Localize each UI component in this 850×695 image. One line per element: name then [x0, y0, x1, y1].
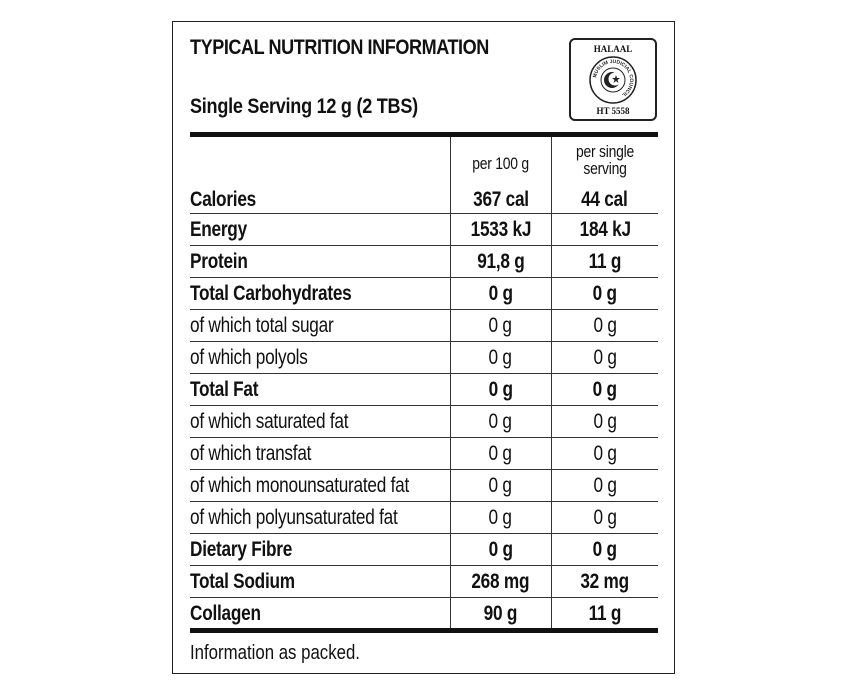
nutrient-label: Dietary Fibre	[190, 533, 450, 566]
nutrient-row: Calories 367 cal 44 cal	[190, 186, 658, 214]
badge-bottom-text: HT 5558	[596, 106, 630, 116]
nutrient-row: Collagen 90 g 11 g	[190, 597, 658, 629]
value-per-serving: 0 g	[550, 405, 658, 438]
value-per-serving: 0 g	[550, 533, 658, 566]
nutrient-label: Total Sodium	[190, 565, 450, 598]
nutrient-label: Energy	[190, 213, 450, 246]
panel-title: TYPICAL NUTRITION INFORMATION	[190, 36, 489, 59]
footnote: Information as packed.	[190, 642, 360, 664]
value-per-serving: 11 g	[550, 597, 658, 629]
column-header-label	[190, 137, 450, 186]
value-per-100g: 0 g	[449, 533, 551, 566]
bottom-rule	[190, 628, 658, 633]
column-header-per100: per 100 g	[449, 137, 551, 186]
nutrient-label: Total Fat	[190, 373, 450, 406]
value-per-100g: 0 g	[449, 373, 551, 406]
halaal-badge: HALAAL MUSLIM JUDICIAL COUNCIL HT 5558	[569, 38, 657, 121]
value-per-serving: 0 g	[550, 501, 658, 534]
nutrient-label: of which transfat	[190, 437, 450, 470]
value-per-100g: 0 g	[449, 309, 551, 342]
value-per-serving: 184 kJ	[550, 213, 658, 246]
nutrient-row: Protein 91,8 g 11 g	[190, 245, 658, 278]
value-per-100g: 0 g	[449, 405, 551, 438]
value-per-serving: 0 g	[550, 309, 658, 342]
badge-top-text: HALAAL	[593, 44, 633, 54]
nutrient-label: of which polyols	[190, 341, 450, 374]
value-per-serving: 0 g	[550, 341, 658, 374]
value-per-serving: 32 mg	[550, 565, 658, 598]
nutrient-row: Total Sodium 268 mg 32 mg	[190, 565, 658, 598]
value-per-100g: 0 g	[449, 341, 551, 374]
nutrient-label: of which monounsaturated fat	[190, 469, 450, 502]
value-per-serving: 11 g	[550, 245, 658, 278]
column-header-row: per 100 g per single serving	[190, 137, 658, 186]
value-per-100g: 367 cal	[449, 186, 551, 214]
nutrition-table: per 100 g per single serving Calories 367…	[190, 137, 658, 629]
value-per-100g: 0 g	[449, 277, 551, 310]
nutrient-label: Collagen	[190, 602, 261, 625]
value-per-100g: 1533 kJ	[449, 213, 551, 246]
nutrient-label: Protein	[190, 245, 450, 278]
value-per-serving: 44 cal	[550, 186, 658, 214]
value-per-100g: 0 g	[449, 469, 551, 502]
value-per-serving: 0 g	[550, 373, 658, 406]
column-header-per-serving: per single serving	[550, 137, 658, 186]
value-per-serving: 0 g	[550, 277, 658, 310]
top-rule	[190, 132, 658, 137]
crescent-star-icon: MUSLIM JUDICIAL COUNCIL	[589, 56, 637, 104]
nutrient-label: Calories	[190, 186, 450, 214]
value-per-serving: 0 g	[550, 469, 658, 502]
value-per-100g: 91,8 g	[449, 245, 551, 278]
nutrient-label: Total Carbohydrates	[190, 277, 450, 310]
nutrient-row: Energy 1533 kJ 184 kJ	[190, 213, 658, 246]
nutrient-label: of which saturated fat	[190, 405, 450, 438]
value-per-100g: 0 g	[449, 437, 551, 470]
value-per-100g: 0 g	[449, 501, 551, 534]
nutrition-panel: TYPICAL NUTRITION INFORMATION Single Ser…	[172, 21, 675, 674]
value-per-100g: 268 mg	[449, 565, 551, 598]
nutrient-label: of which total sugar	[190, 309, 450, 342]
value-per-serving: 0 g	[550, 437, 658, 470]
value-per-100g: 90 g	[449, 597, 551, 629]
nutrient-label: of which polyunsaturated fat	[190, 501, 450, 534]
serving-size: Single Serving 12 g (2 TBS)	[190, 95, 418, 118]
